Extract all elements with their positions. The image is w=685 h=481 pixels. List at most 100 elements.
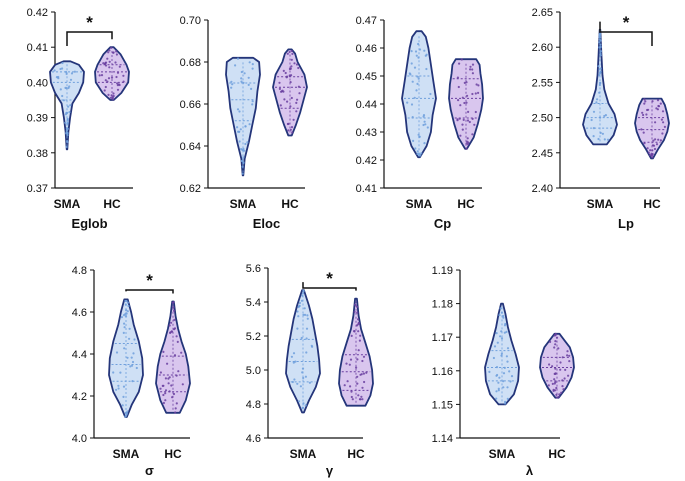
data-point [108,66,111,69]
significance-star: * [146,271,153,290]
data-point [162,393,165,397]
data-point [360,395,363,398]
data-point [124,315,128,318]
data-point [119,371,122,374]
data-point [282,90,285,93]
data-point [409,73,412,76]
data-point [465,142,468,145]
data-point [415,54,418,57]
data-point [164,389,168,392]
data-point [557,395,560,398]
data-point [497,389,500,392]
data-point [547,384,550,387]
data-point [302,313,305,316]
data-point [291,131,294,134]
data-point [359,398,362,401]
data-point [599,116,602,119]
significance-bracket [125,289,174,294]
y-tick-label: 1.14 [432,433,453,445]
data-point [240,148,243,151]
data-point [133,338,136,341]
data-point [356,382,359,385]
data-point [509,380,512,383]
data-point [291,380,294,384]
data-point [301,294,304,297]
data-point [493,345,497,348]
data-point [230,80,233,83]
data-point [290,96,293,100]
data-point [175,374,178,377]
data-point [471,72,474,75]
data-point [289,128,292,131]
data-point [115,50,118,53]
data-point [417,42,420,46]
data-point [302,376,305,380]
data-point [597,65,600,68]
y-tick-label: 0.47 [356,15,377,27]
data-point [128,337,131,340]
data-point [112,92,115,95]
data-point [110,46,113,49]
y-tick-label: 0.44 [356,99,377,111]
y-tick-label: 4.2 [72,391,87,403]
data-point [467,110,470,113]
data-point [130,364,134,367]
data-point [642,131,645,134]
data-point [567,374,570,377]
data-point [495,332,498,335]
data-point [353,330,356,333]
data-point [162,350,165,353]
data-point [349,358,353,361]
y-tick-label: 1.17 [432,332,453,344]
data-point [290,126,294,129]
data-point [290,74,293,77]
data-point [290,355,293,358]
data-point [356,358,359,361]
data-point [362,372,365,375]
data-point [240,77,243,80]
data-point [465,147,468,150]
data-point [242,161,245,164]
data-point [297,305,300,309]
data-point [103,89,106,92]
data-point [461,96,464,99]
data-point [604,114,608,117]
data-point [356,318,360,321]
y-tick-label: 0.46 [356,43,377,55]
data-point [294,360,297,363]
data-point [416,152,419,156]
data-point [651,100,654,103]
data-point [168,376,171,379]
data-point [230,86,233,89]
data-point [643,98,646,101]
data-point [292,118,295,121]
panel-4: 4.0 4.2 4.4 4.6 4.8 SMA HC * σ [72,265,191,478]
data-point [500,311,503,314]
y-tick-label: 0.43 [356,127,377,139]
data-point [118,83,121,87]
data-point [301,371,304,374]
panel-title: σ [145,463,154,478]
data-point [355,366,358,369]
data-point [500,354,503,357]
data-point [164,377,167,380]
data-point [361,359,364,363]
data-point [66,111,69,114]
data-point [238,110,241,113]
data-point [492,356,495,360]
data-point [557,347,560,350]
data-point [100,74,104,77]
data-point [644,100,647,103]
data-point [466,137,469,140]
data-point [300,299,303,302]
data-point [343,384,346,387]
data-point [598,41,601,44]
data-point [284,71,287,75]
data-point [599,43,602,46]
data-point [411,80,414,83]
data-point [124,303,127,306]
significance-bracket [66,31,113,46]
panel-title: γ [326,463,334,478]
data-point [416,75,419,78]
data-point [497,381,500,384]
